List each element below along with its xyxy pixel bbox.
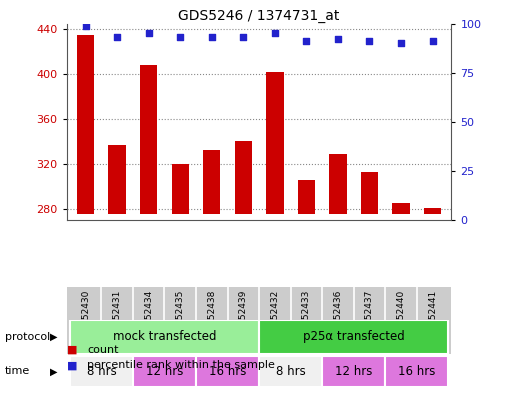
Text: protocol: protocol: [5, 332, 50, 342]
Text: p25α transfected: p25α transfected: [303, 331, 405, 343]
Bar: [424, 208, 441, 215]
Point: [82, 22, 90, 29]
Text: GSM1252439: GSM1252439: [239, 290, 248, 351]
Text: 12 hrs: 12 hrs: [335, 365, 372, 378]
Text: ▶: ▶: [50, 332, 57, 342]
Bar: [329, 154, 347, 215]
Bar: [140, 65, 157, 215]
Text: GSM1252430: GSM1252430: [81, 290, 90, 351]
Text: GSM1252438: GSM1252438: [207, 290, 216, 351]
Text: GSM1252440: GSM1252440: [397, 290, 405, 351]
Bar: [133, 356, 196, 387]
Point: [239, 34, 247, 40]
Point: [365, 38, 373, 44]
Bar: [234, 141, 252, 215]
Text: 16 hrs: 16 hrs: [398, 365, 436, 378]
Point: [397, 40, 405, 46]
Bar: [203, 151, 221, 215]
Text: percentile rank within the sample: percentile rank within the sample: [87, 360, 275, 371]
Text: count: count: [87, 345, 119, 355]
Text: GSM1252433: GSM1252433: [302, 290, 311, 351]
Point: [428, 38, 437, 44]
Text: mock transfected: mock transfected: [113, 331, 216, 343]
Bar: [77, 35, 94, 215]
Text: GSM1252437: GSM1252437: [365, 290, 374, 351]
Bar: [108, 145, 126, 215]
Text: GSM1252434: GSM1252434: [144, 290, 153, 351]
Bar: [322, 356, 385, 387]
Text: GSM1252431: GSM1252431: [113, 290, 122, 351]
Bar: [392, 203, 410, 215]
Text: 16 hrs: 16 hrs: [209, 365, 246, 378]
Bar: [385, 356, 448, 387]
Title: GDS5246 / 1374731_at: GDS5246 / 1374731_at: [179, 9, 340, 22]
Text: GSM1252441: GSM1252441: [428, 290, 437, 351]
Bar: [266, 72, 284, 215]
Bar: [196, 356, 259, 387]
Point: [208, 34, 216, 40]
Text: GSM1252436: GSM1252436: [333, 290, 342, 351]
Text: time: time: [5, 366, 30, 376]
Bar: [171, 164, 189, 215]
Text: GSM1252432: GSM1252432: [270, 290, 280, 351]
Bar: [259, 320, 448, 354]
Text: 8 hrs: 8 hrs: [275, 365, 305, 378]
Point: [302, 38, 310, 44]
Text: 8 hrs: 8 hrs: [87, 365, 116, 378]
Text: 12 hrs: 12 hrs: [146, 365, 183, 378]
Text: ■: ■: [67, 360, 77, 371]
Bar: [361, 172, 378, 215]
Bar: [298, 180, 315, 215]
Point: [271, 30, 279, 37]
Bar: [259, 356, 322, 387]
Point: [176, 34, 184, 40]
Bar: [70, 320, 259, 354]
Text: ▶: ▶: [50, 366, 57, 376]
Point: [145, 30, 153, 37]
Bar: [70, 356, 133, 387]
Text: ■: ■: [67, 345, 77, 355]
Point: [334, 36, 342, 42]
Point: [113, 34, 121, 40]
Text: GSM1252435: GSM1252435: [176, 290, 185, 351]
